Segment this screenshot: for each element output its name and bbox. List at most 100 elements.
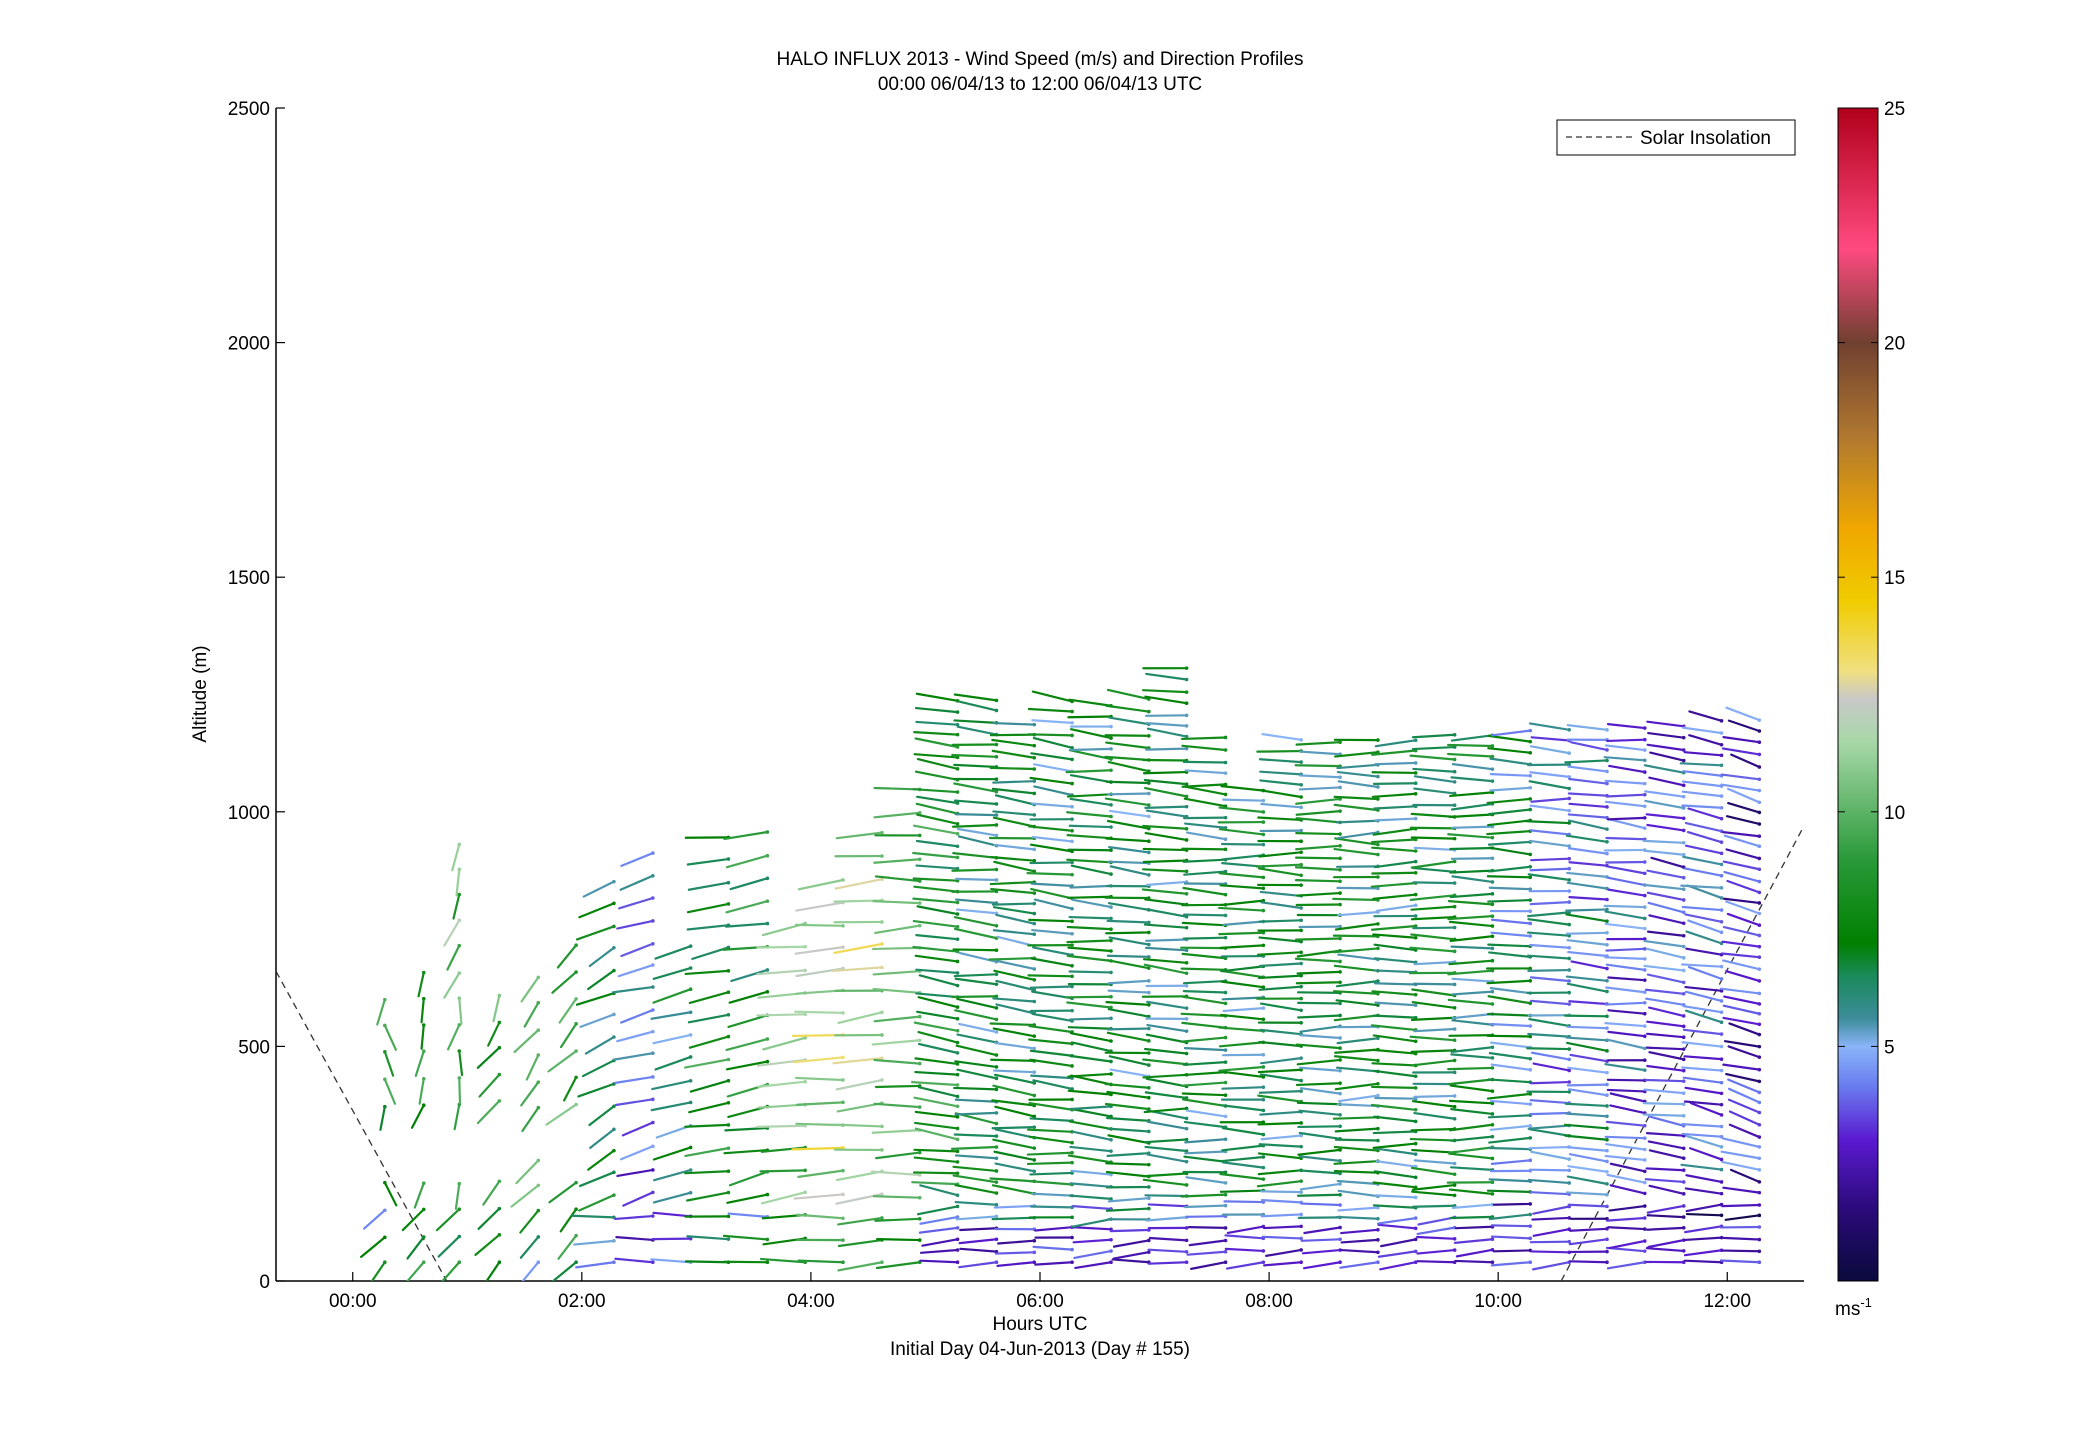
wind-barb-dot	[1147, 792, 1151, 796]
wind-barb-dot	[727, 1013, 731, 1017]
wind-barb-dot	[995, 1030, 999, 1034]
wind-barb	[874, 1196, 920, 1198]
wind-barb	[1568, 1027, 1607, 1028]
wind-barb-dot	[1147, 1185, 1151, 1189]
wind-barb-dot	[1032, 1000, 1036, 1004]
wind-barb-dot	[1605, 1238, 1609, 1242]
wind-barb-dot	[1453, 1105, 1457, 1109]
wind-barb-dot	[1185, 805, 1189, 809]
wind-barb-dot	[1147, 1163, 1151, 1167]
wind-barb-dot	[1032, 848, 1036, 852]
wind-barb-dot	[1299, 1079, 1303, 1083]
wind-barb	[1066, 997, 1111, 998]
wind-barb-dot	[1109, 803, 1113, 807]
wind-barb-dot	[1299, 1121, 1303, 1125]
wind-barb-dot	[880, 966, 884, 970]
wind-barb-dot	[1720, 719, 1724, 723]
wind-barb	[1071, 749, 1111, 750]
wind-barb-dot	[1758, 1168, 1762, 1172]
wind-barb-dot	[1605, 1260, 1609, 1264]
wind-barb-dot	[1262, 843, 1266, 847]
wind-barb-dot	[1567, 957, 1571, 961]
wind-barb-dot	[383, 1024, 387, 1028]
wind-barb-dot	[1147, 979, 1151, 983]
wind-barb	[1412, 1129, 1455, 1130]
wind-barb-dot	[727, 1169, 731, 1173]
wind-barb-dot	[1376, 922, 1380, 926]
wind-barb-dot	[1682, 816, 1686, 820]
wind-barb-dot	[727, 902, 731, 906]
wind-barb-dot	[1567, 797, 1571, 801]
wind-barb-dot	[1720, 908, 1724, 912]
wind-barb-dot	[1414, 1142, 1418, 1146]
wind-barb-dot	[1262, 876, 1266, 880]
wind-barb-dot	[1299, 829, 1303, 833]
wind-barb-dot	[1185, 1052, 1189, 1056]
wind-barb	[1029, 920, 1072, 921]
wind-barb-dot	[1528, 1057, 1532, 1061]
wind-barb-dot	[689, 1079, 693, 1083]
wind-barb-dot	[841, 1193, 845, 1197]
wind-barb-dot	[1720, 1214, 1724, 1218]
wind-barb-dot	[1643, 1024, 1647, 1028]
wind-barb-dot	[1758, 1111, 1762, 1115]
wind-barb-dot	[1682, 1102, 1686, 1106]
wind-barb-dot	[1453, 1038, 1457, 1042]
wind-barb-dot	[422, 1235, 426, 1239]
wind-barb-dot	[1491, 1260, 1495, 1264]
wind-barb-dot	[995, 1191, 999, 1195]
wind-barb-dot	[1682, 992, 1686, 996]
wind-barb-dot	[1720, 1158, 1724, 1162]
wind-barb-dot	[1453, 950, 1457, 954]
wind-barb-dot	[537, 976, 541, 980]
wind-barb-dot	[1643, 770, 1647, 774]
wind-barb	[1606, 1137, 1645, 1138]
wind-barb-dot	[1147, 815, 1151, 819]
wind-barb-dot	[1299, 906, 1303, 910]
wind-barb-dot	[1262, 1109, 1266, 1113]
wind-barb-dot	[995, 1145, 999, 1149]
wind-barb-dot	[1224, 1081, 1228, 1085]
wind-barb-dot	[1682, 1035, 1686, 1039]
wind-barb-dot	[995, 878, 999, 882]
wind-barb-dot	[537, 1260, 541, 1264]
wind-barb-dot	[1528, 729, 1532, 733]
y-tick-label: 1500	[228, 568, 270, 589]
wind-barb-dot	[498, 1260, 502, 1264]
wind-barb-dot	[1032, 891, 1036, 895]
wind-barb-dot	[1643, 726, 1647, 730]
wind-barb	[1258, 1123, 1301, 1124]
wind-barb-dot	[1758, 1045, 1762, 1049]
wind-barb-dot	[1338, 1081, 1342, 1085]
chart-title: HALO INFLUX 2013 - Wind Speed (m/s) and …	[777, 49, 1304, 70]
wind-barb-dot	[1682, 1146, 1686, 1150]
wind-barb-dot	[1299, 1260, 1303, 1264]
colorbar-tick-label: 15	[1884, 568, 1905, 589]
wind-barb-dot	[1453, 881, 1457, 885]
wind-barb-dot	[1032, 902, 1036, 906]
wind-barb-dot	[1643, 1216, 1647, 1220]
wind-barb-dot	[766, 876, 770, 880]
wind-barb-dot	[1262, 944, 1266, 948]
wind-barb	[1375, 983, 1416, 984]
wind-barb-dot	[918, 1105, 922, 1109]
wind-barb-dot	[1567, 857, 1571, 861]
wind-barb-dot	[1185, 666, 1189, 670]
wind-barb-dot	[457, 919, 461, 923]
wind-barb	[990, 958, 1035, 959]
wind-barb-dot	[1682, 1204, 1686, 1208]
wind-barb-dot	[1185, 724, 1189, 728]
wind-barb-dot	[880, 920, 884, 924]
wind-barb-dot	[1491, 856, 1495, 860]
wind-barb-dot	[1032, 1251, 1036, 1255]
wind-barb-dot	[1605, 1104, 1609, 1108]
wind-barb-dot	[1185, 1117, 1189, 1121]
wind-barb-dot	[1299, 962, 1303, 966]
wind-barb-dot	[383, 1050, 387, 1054]
wind-barb-dot	[1491, 924, 1495, 928]
wind-barb-dot	[1032, 1260, 1036, 1264]
wind-barb	[1531, 869, 1570, 870]
wind-barb-dot	[651, 1075, 655, 1079]
wind-barb-dot	[651, 896, 655, 900]
wind-barb-dot	[651, 1191, 655, 1195]
